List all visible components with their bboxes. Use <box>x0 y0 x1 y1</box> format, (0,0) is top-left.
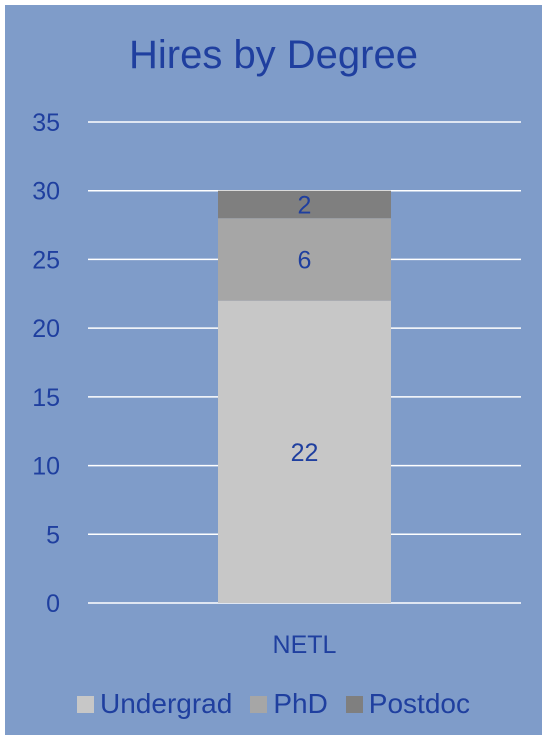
y-tick-label: 25 <box>32 246 60 274</box>
legend-swatch <box>77 695 95 713</box>
data-label: 2 <box>298 191 312 219</box>
y-tick-label: 30 <box>32 178 60 206</box>
data-label: 6 <box>298 246 312 274</box>
bar-segment-phd <box>218 218 391 301</box>
x-tick-label: NETL <box>273 631 337 659</box>
legend-item: Postdoc <box>345 688 470 720</box>
legend-label: Postdoc <box>368 688 470 719</box>
bar-segment-undergrad <box>218 300 391 603</box>
chart-plot-area: 0 5 10 15 20 25 30 35 22 6 2 NETL <box>32 109 521 659</box>
y-tick-label: 10 <box>32 453 60 481</box>
y-tick-label: 15 <box>32 384 60 412</box>
y-tick-label: 20 <box>32 315 60 343</box>
chart-legend: Undergrad PhD Postdoc <box>5 688 542 720</box>
data-label: 22 <box>291 439 319 467</box>
legend-item: PhD <box>250 688 328 720</box>
bar-segment-postdoc <box>218 190 391 219</box>
legend-item: Undergrad <box>77 688 232 720</box>
chart-title: Hires by Degree <box>128 33 418 77</box>
y-tick-label: 35 <box>32 109 60 137</box>
legend-label: PhD <box>273 688 328 719</box>
legend-label: Undergrad <box>100 688 233 719</box>
legend-swatch <box>250 695 268 713</box>
y-tick-label: 5 <box>46 521 60 549</box>
legend-swatch <box>345 695 363 713</box>
y-tick-label: 0 <box>46 590 60 618</box>
chart-panel: Hires by Degree 0 5 10 15 20 25 30 35 22 6 2 NETL U… <box>5 5 542 735</box>
